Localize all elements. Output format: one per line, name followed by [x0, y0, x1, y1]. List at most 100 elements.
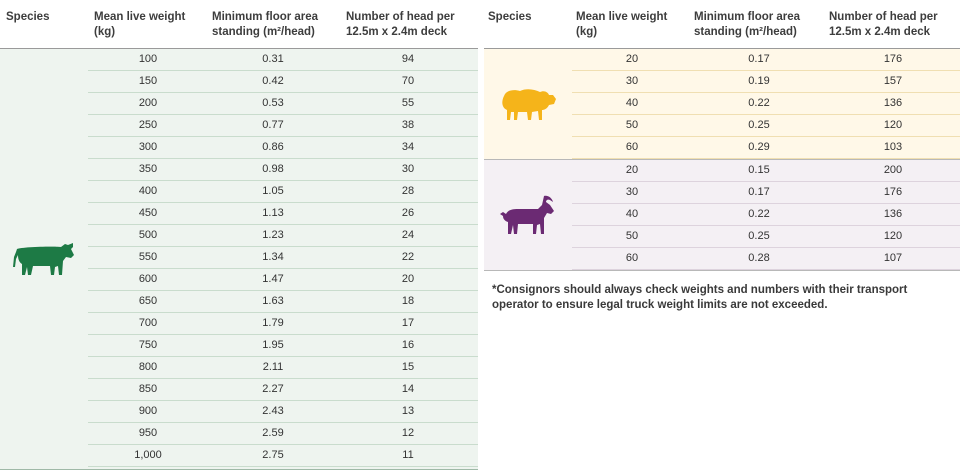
- head-count-cell: 176: [883, 53, 903, 65]
- floor-area-cell: 2.59: [262, 427, 284, 439]
- mean-live-weight-cell: 200: [138, 97, 158, 109]
- goat-rows: 20 0.15 200 30 0.17 176 40 0.22 136 50 0.25 120 60 0.…: [572, 160, 960, 270]
- table-row: 400 1.05 28: [88, 181, 478, 203]
- goat-block: 20 0.15 200 30 0.17 176 40 0.22 136 50 0.25 120 60 0.…: [484, 160, 960, 271]
- table-row: 800 2.11 15: [88, 357, 478, 379]
- table-row: 500 1.23 24: [88, 225, 478, 247]
- floor-area-cell: 0.19: [748, 75, 770, 87]
- head-count-cell: 94: [401, 53, 415, 65]
- mean-live-weight-cell: 1,000: [134, 449, 162, 461]
- goat-icon: [500, 195, 554, 234]
- floor-area-cell: 0.29: [748, 141, 770, 153]
- mean-live-weight-cell: 450: [138, 207, 158, 219]
- sheep-goat-table: Species Mean live weight (kg) Minimum flo…: [484, 0, 960, 311]
- floor-area-cell: 1.13: [262, 207, 284, 219]
- head-count-cell: 120: [883, 230, 903, 242]
- mean-live-weight-cell: 600: [138, 273, 158, 285]
- sheep-block: 20 0.17 176 30 0.19 157 40 0.22 136 50 0.25 120 60 0.…: [484, 49, 960, 160]
- floor-area-cell: 0.17: [748, 186, 770, 198]
- head-count-cell: 136: [883, 97, 903, 109]
- head-count-cell: 24: [401, 229, 415, 241]
- mean-live-weight-cell: 20: [625, 53, 639, 65]
- head-count-cell: 22: [401, 251, 415, 263]
- head-count-cell: 34: [401, 141, 415, 153]
- mean-live-weight-cell: 300: [138, 141, 158, 153]
- table-row: 20 0.17 176: [572, 49, 960, 71]
- table-row: 30 0.17 176: [572, 182, 960, 204]
- mean-live-weight-cell: 150: [138, 75, 158, 87]
- floor-area-cell: 0.22: [748, 97, 770, 109]
- head-count-cell: 200: [883, 164, 903, 176]
- head-count-cell: 157: [883, 75, 903, 87]
- table-row: 40 0.22 136: [572, 204, 960, 226]
- head-count-cell: 14: [401, 383, 415, 395]
- species-header: Species: [488, 11, 532, 23]
- mean-live-weight-cell: 20: [625, 164, 639, 176]
- minimum-floor-area-header: Minimum floor area standing (m²/head): [694, 11, 801, 38]
- head-count-cell: 55: [401, 97, 415, 109]
- table-row: 350 0.98 30: [88, 159, 478, 181]
- mean-live-weight-cell: 100: [138, 53, 158, 65]
- mean-live-weight-cell: 650: [138, 295, 158, 307]
- head-count-cell: 30: [401, 163, 415, 175]
- sheep-rows: 20 0.17 176 30 0.19 157 40 0.22 136 50 0.25 120 60 0.…: [572, 49, 960, 159]
- mean-live-weight-cell: 30: [625, 186, 639, 198]
- cattle-icon: [13, 243, 74, 275]
- mean-live-weight-cell: 500: [138, 229, 158, 241]
- table-row: 850 2.27 14: [88, 379, 478, 401]
- table-row: 30 0.19 157: [572, 71, 960, 93]
- panel-divider: [480, 0, 481, 467]
- floor-area-cell: 1.47: [262, 273, 284, 285]
- mean-live-weight-cell: 30: [625, 75, 639, 87]
- mean-live-weight-header: Mean live weight (kg): [94, 11, 186, 38]
- head-count-cell: 107: [883, 252, 903, 264]
- floor-area-cell: 2.27: [262, 383, 284, 395]
- table-row: 20 0.15 200: [572, 160, 960, 182]
- sheep-goat-table-header: Species Mean live weight (kg) Minimum flo…: [484, 0, 960, 49]
- floor-area-cell: 2.43: [262, 405, 284, 417]
- floor-area-cell: 1.63: [262, 295, 284, 307]
- table-row: 450 1.13 26: [88, 203, 478, 225]
- mean-live-weight-cell: 40: [625, 208, 639, 220]
- mean-live-weight-cell: 50: [625, 119, 639, 131]
- mean-live-weight-cell: 750: [138, 339, 158, 351]
- mean-live-weight-cell: 250: [138, 119, 158, 131]
- consignor-note: *Consignors should always check weights …: [492, 284, 908, 311]
- floor-area-cell: 0.15: [748, 164, 770, 176]
- table-row: 900 2.43 13: [88, 401, 478, 423]
- head-count-cell: 17: [401, 317, 415, 329]
- floor-area-cell: 1.05: [262, 185, 284, 197]
- floor-area-cell: 2.75: [262, 449, 284, 461]
- head-count-cell: 26: [401, 207, 415, 219]
- head-count-cell: 15: [401, 361, 415, 373]
- table-row: 550 1.34 22: [88, 247, 478, 269]
- sheep-icon: [502, 89, 556, 120]
- floor-area-cell: 1.95: [262, 339, 284, 351]
- table-row: 600 1.47 20: [88, 269, 478, 291]
- head-count-cell: 20: [401, 273, 415, 285]
- table-row: 950 2.59 12: [88, 423, 478, 445]
- mean-live-weight-cell: 60: [625, 141, 639, 153]
- goat-species-cell: [484, 160, 572, 270]
- table-row: 650 1.63 18: [88, 291, 478, 313]
- table-row: 700 1.79 17: [88, 313, 478, 335]
- table-row: 1,000 2.75 11: [88, 445, 478, 467]
- mean-live-weight-cell: 550: [138, 251, 158, 263]
- sheep-species-cell: [484, 49, 572, 159]
- species-header: Species: [6, 11, 50, 23]
- head-count-cell: 11: [402, 449, 414, 461]
- mean-live-weight-cell: 800: [138, 361, 158, 373]
- table-row: 200 0.53 55: [88, 93, 478, 115]
- mean-live-weight-header: Mean live weight (kg): [576, 11, 668, 38]
- head-count-cell: 16: [401, 339, 415, 351]
- head-count-cell: 176: [883, 186, 903, 198]
- floor-area-cell: 0.77: [262, 119, 284, 131]
- cattle-block: 100 0.31 94 150 0.42 70 200 0.53 55 250 0.77 38 300 0…: [0, 49, 478, 470]
- table-row: 750 1.95 16: [88, 335, 478, 357]
- mean-live-weight-cell: 50: [625, 230, 639, 242]
- table-row: 250 0.77 38: [88, 115, 478, 137]
- minimum-floor-area-header: Minimum floor area standing (m²/head): [212, 11, 319, 38]
- floor-area-cell: 0.22: [748, 208, 770, 220]
- floor-area-cell: 1.79: [262, 317, 284, 329]
- floor-area-cell: 0.25: [748, 230, 770, 242]
